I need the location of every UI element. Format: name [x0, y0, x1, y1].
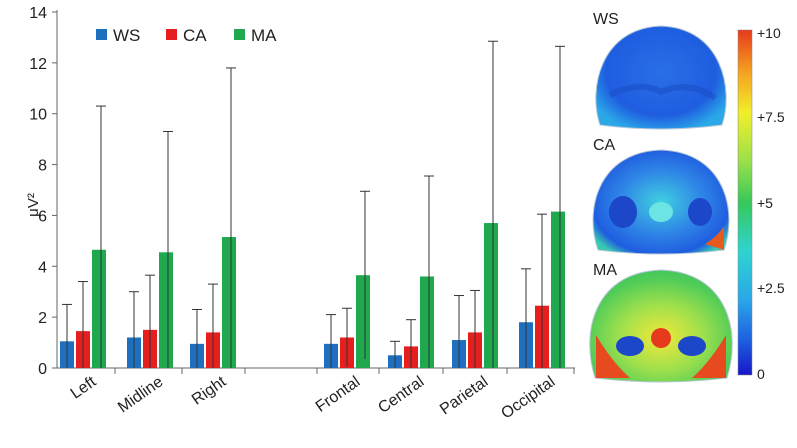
y-tick-label: 14: [29, 5, 47, 22]
error-bars: [62, 40, 565, 368]
map-ca-hot: [705, 226, 724, 250]
x-tick-label: Parietal: [437, 373, 491, 418]
map-label-ca: CA: [593, 137, 616, 154]
topographic-maps: WS CA MA: [589, 11, 733, 383]
bars: [60, 211, 565, 368]
x-tick-label: Central: [375, 373, 427, 417]
x-tick-labels: Left Midline Right Frontal Central Parietal Oc…: [68, 368, 575, 422]
legend-swatch-ws: [96, 29, 107, 40]
x-tick-label: Right: [189, 373, 230, 409]
colorbar-tick-2-5: +2.5: [757, 280, 785, 296]
legend-label-ws: WS: [113, 26, 140, 45]
legend-label-ca: CA: [183, 26, 207, 45]
bar-ma: [159, 252, 173, 368]
colorbar: [737, 29, 753, 376]
legend-swatch-ca: [166, 29, 177, 40]
bar-ma: [222, 237, 236, 368]
map-ca-spot-2: [688, 198, 712, 226]
y-tick-label: 0: [38, 361, 47, 378]
bar-ma: [92, 249, 106, 368]
map-ma-blob-left: [616, 336, 644, 356]
y-axis-label: μV²: [25, 193, 42, 217]
bar-ma: [484, 223, 498, 368]
colorbar-tick-5: +5: [757, 195, 773, 211]
bar-ma: [356, 275, 370, 368]
map-ma-hot-right: [692, 335, 726, 378]
map-ws: [595, 25, 727, 130]
x-tick-label: Frontal: [313, 373, 364, 415]
colorbar-tick-0: 0: [757, 366, 765, 382]
y-tick-label: 2: [38, 310, 47, 327]
x-tick-label: Occipital: [498, 373, 558, 422]
legend: WS CA MA: [96, 26, 277, 45]
map-ws-detail: [608, 83, 717, 101]
map-ca-spot-3: [649, 202, 673, 222]
legend-label-ma: MA: [251, 26, 277, 45]
legend-swatch-ma: [234, 29, 245, 40]
map-ca-spot-1: [609, 196, 637, 228]
x-tick-label: Left: [68, 373, 100, 403]
map-ma-center: [651, 328, 671, 348]
y-ticks: 0 2 4 6 8 10 12 14: [29, 5, 57, 378]
bar-ma: [420, 276, 434, 368]
colorbar-tick-7-5: +7.5: [757, 109, 785, 125]
y-tick-label: 4: [38, 259, 47, 276]
map-label-ws: WS: [593, 11, 619, 28]
x-tick-label: Midline: [115, 373, 166, 416]
y-tick-label: 8: [38, 158, 47, 175]
y-tick-label: 12: [29, 56, 47, 73]
bar-ma: [551, 211, 565, 368]
map-ma-hot-left: [596, 335, 630, 378]
map-ma-blob-right: [678, 336, 706, 356]
y-tick-label: 10: [29, 107, 47, 124]
y-tick-label: 6: [38, 208, 47, 225]
map-label-ma: MA: [593, 262, 617, 279]
colorbar-tick-10: +10: [757, 25, 781, 41]
